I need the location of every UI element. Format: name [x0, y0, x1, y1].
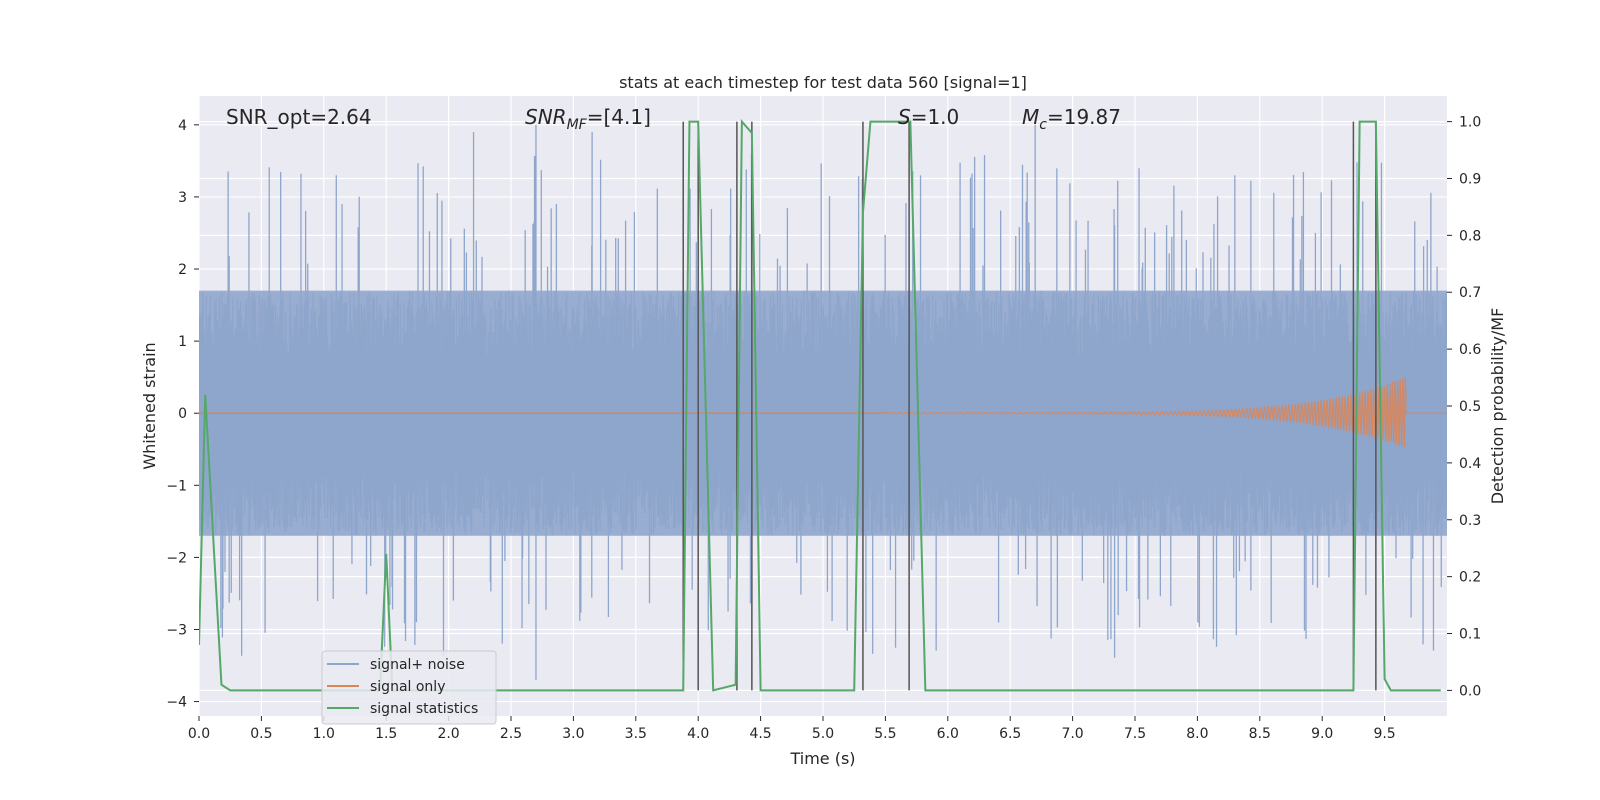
x-tick-label: 4.5	[749, 726, 771, 742]
x-tick-label: 1.0	[313, 726, 335, 742]
snr-mf-value: =[4.1]	[587, 105, 651, 129]
x-tick-label: 2.5	[500, 726, 522, 742]
y2-ticks: 1.0 0.9 0.8 0.7 0.6 0.5 0.4 0.3 0.2 0.1 0.0	[1447, 115, 1481, 699]
x-tick-label: 0.5	[250, 726, 272, 742]
annotation-s: S=1.0	[898, 105, 959, 129]
x-tick-label: 8.5	[1249, 726, 1271, 742]
y-tick-label: 0	[178, 406, 187, 422]
y-tick-label: 3	[178, 190, 187, 206]
snr-mf-name: SNR	[525, 105, 567, 129]
y2-tick-label: 0.9	[1459, 171, 1481, 187]
x-ticks: 0.0 0.5 1.0 1.5 2.0 2.5 3.0 3.5 4.0 4.5 5.0 5.5 6.0 6…	[188, 716, 1396, 742]
y2-tick-label: 0.3	[1459, 513, 1481, 529]
y2-tick-label: 0.5	[1459, 399, 1481, 415]
s-name: S	[898, 105, 911, 129]
y2-tick-label: 0.7	[1459, 285, 1481, 301]
y-ticks: 4 3 2 1 0 −1 −2 −3 −4	[166, 118, 199, 711]
mc-name: M	[1022, 105, 1039, 129]
y2-tick-label: 0.2	[1459, 570, 1481, 586]
x-tick-label: 8.0	[1186, 726, 1208, 742]
y2-tick-label: 0.0	[1459, 683, 1481, 699]
mc-value: =19.87	[1047, 105, 1121, 129]
x-axis-label: Time (s)	[789, 749, 855, 768]
y2-axis-label: Detection probability/MF	[1488, 308, 1507, 505]
y-tick-label: 4	[178, 118, 187, 134]
x-tick-label: 5.0	[812, 726, 834, 742]
x-tick-label: 6.5	[999, 726, 1021, 742]
x-tick-label: 9.0	[1311, 726, 1333, 742]
y-tick-label: −3	[166, 622, 187, 638]
x-tick-label: 6.0	[937, 726, 959, 742]
y-tick-label: −1	[166, 478, 187, 494]
chart-title: stats at each timestep for test data 560…	[619, 73, 1027, 92]
legend-label-noise: signal+ noise	[370, 657, 465, 673]
y2-tick-label: 1.0	[1459, 115, 1481, 131]
signal-only-layer	[199, 376, 1447, 449]
snr-mf-sub: MF	[567, 117, 588, 133]
legend-box	[321, 650, 497, 725]
x-tick-label: 3.0	[562, 726, 584, 742]
legend: signal+ noise signal only signal statist…	[321, 650, 497, 725]
x-tick-label: 7.0	[1061, 726, 1083, 742]
x-tick-label: 4.0	[687, 726, 709, 742]
y-tick-label: 1	[178, 334, 187, 350]
x-tick-label: 9.5	[1373, 726, 1395, 742]
y-axis-label: Whitened strain	[140, 342, 159, 469]
annotation-snr-opt: SNR_opt=2.64	[226, 105, 372, 129]
s-value: =1.0	[911, 105, 960, 129]
y2-tick-label: 0.8	[1459, 228, 1481, 244]
mc-sub: c	[1039, 117, 1047, 133]
y2-tick-label: 0.6	[1459, 342, 1481, 358]
legend-label-stats: signal statistics	[370, 701, 478, 717]
y2-tick-label: 0.1	[1459, 627, 1481, 643]
x-tick-label: 3.5	[625, 726, 647, 742]
annotation-snr-mf: SNRMF=[4.1]	[525, 105, 651, 133]
x-tick-label: 7.5	[1124, 726, 1146, 742]
y2-tick-label: 0.4	[1459, 456, 1481, 472]
legend-label-signal: signal only	[370, 679, 445, 695]
annotation-mc: Mc=19.87	[1022, 105, 1121, 133]
y-tick-label: −4	[166, 695, 187, 711]
y-tick-label: −2	[166, 550, 187, 566]
y-tick-label: 2	[178, 262, 187, 278]
x-tick-label: 1.5	[375, 726, 397, 742]
x-tick-label: 5.5	[874, 726, 896, 742]
x-tick-label: 2.0	[437, 726, 459, 742]
x-tick-label: 0.0	[188, 726, 210, 742]
series-signal-only	[885, 376, 1447, 449]
